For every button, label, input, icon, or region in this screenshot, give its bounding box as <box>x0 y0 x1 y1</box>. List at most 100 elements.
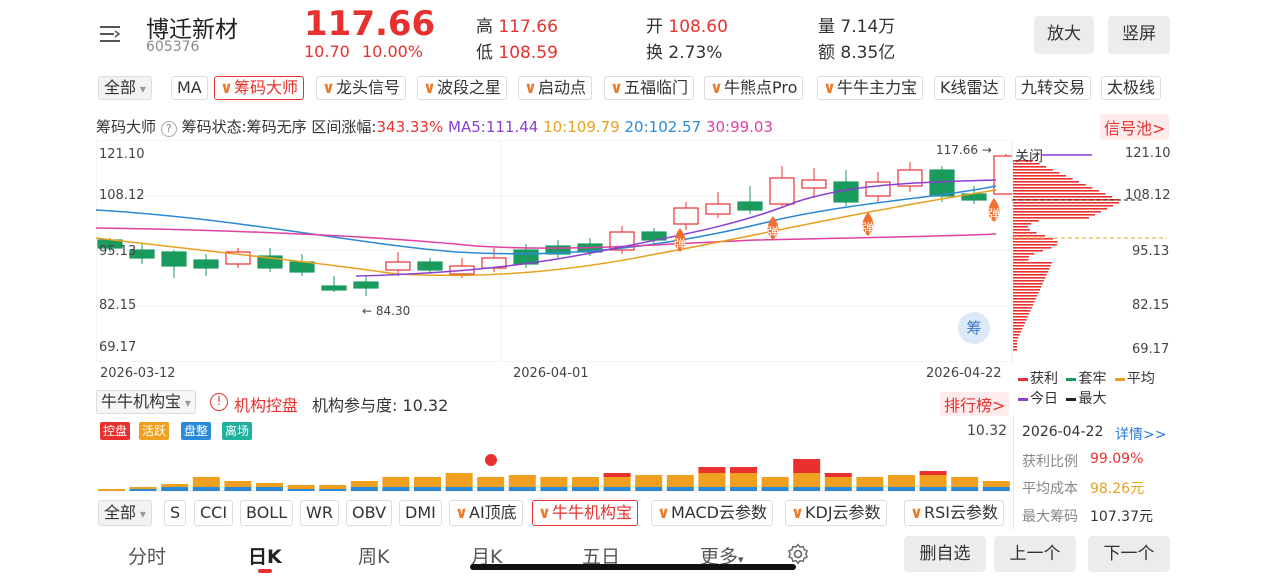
amount-value: 8.35亿 <box>840 43 896 63</box>
stock-name: 博迁新材 <box>146 17 238 43</box>
chip-badge[interactable]: 筹 <box>958 312 990 344</box>
chip-bar <box>1013 310 1031 312</box>
chip-legend-row2: 今日 最大 <box>1018 388 1106 408</box>
nav-intraday[interactable]: 分时 <box>128 546 167 568</box>
candle-body <box>417 261 443 271</box>
nav-month-k[interactable]: 月K <box>471 546 503 568</box>
institution-bar-blue <box>382 487 410 491</box>
remove-watchlist-button[interactable]: 删自选 <box>904 536 986 572</box>
institution-bar-blue <box>603 487 631 491</box>
nav-week-k[interactable]: 周K <box>358 546 390 568</box>
subtab-all[interactable]: 全部 ▾ <box>98 500 152 526</box>
chip-bar <box>1013 283 1043 285</box>
legend-max: 最大 <box>1078 391 1107 407</box>
subtab-ai-top-bottom[interactable]: ∨AI顶底 <box>449 500 523 526</box>
chip-bar <box>1013 343 1017 345</box>
tab-nine-turn[interactable]: 九转交易 <box>1015 76 1092 100</box>
institution-bar-orange <box>635 475 663 487</box>
institution-bar-orange <box>540 477 568 487</box>
institution-bar-blue <box>477 487 505 491</box>
chip-bar <box>1013 286 1042 288</box>
chip-bar <box>1013 205 1113 207</box>
tab-wave-star[interactable]: ∨波段之星 <box>417 76 508 100</box>
v-icon: ∨ <box>823 78 836 97</box>
price-change: 10.70 <box>304 42 350 61</box>
subtab-cci[interactable]: CCI <box>194 500 234 526</box>
subtab-wr[interactable]: WR <box>300 500 339 526</box>
pill-control: 控盘 <box>100 422 131 440</box>
sub-indicator-select[interactable]: 牛牛机构宝 ▾ <box>96 390 196 414</box>
chip-bar <box>1013 271 1049 273</box>
tab-taiji[interactable]: 太极线 <box>1101 76 1162 100</box>
turnover-label: 换 <box>646 43 663 63</box>
ma30-line <box>96 227 997 249</box>
signal-pool-button[interactable]: 信号池> <box>1100 114 1170 140</box>
tab-ma[interactable]: MA <box>171 76 208 100</box>
indicator-info-line: 筹码大师 ? 筹码状态:筹码无序 区间涨幅:343.33% MA5:111.44… <box>96 116 773 137</box>
candle-body <box>705 203 731 215</box>
close-chip-button[interactable]: 关闭 <box>1015 149 1043 165</box>
nav-five-day[interactable]: 五日 <box>582 546 621 568</box>
chip-bar <box>1013 262 1053 264</box>
range-value: 343.33% <box>376 118 444 136</box>
subtab-macd[interactable]: ∨MACD云参数 <box>651 500 773 526</box>
chip-bar <box>1013 214 1095 216</box>
institution-bar-blue <box>982 487 1010 491</box>
institution-bar-orange <box>982 481 1010 487</box>
institution-bar-orange <box>382 477 410 487</box>
avg-cost-label: 平均成本 <box>1022 481 1078 497</box>
high-label: 高 <box>476 17 493 37</box>
institution-bar-orange <box>919 475 947 487</box>
tab-chip-master[interactable]: ∨筹码大师 <box>214 76 305 100</box>
tab-leader-signal[interactable]: ∨龙头信号 <box>316 76 407 100</box>
nav-day-k[interactable]: 日K <box>248 546 282 568</box>
chip-bar <box>1013 325 1024 327</box>
tab-k-radar[interactable]: K线雷达 <box>934 76 1005 100</box>
ma10-line <box>96 189 997 277</box>
bounce-signal-label: 弹 <box>767 225 779 239</box>
subtab-institution[interactable]: ∨牛牛机构宝 <box>532 500 639 526</box>
bounce-signal-icon <box>862 212 874 236</box>
price-axis-5: 69.17 <box>99 340 137 355</box>
tab-main-force[interactable]: ∨牛牛主力宝 <box>817 76 924 100</box>
tab-bull-bear[interactable]: ∨牛熊点Pro <box>704 76 804 100</box>
help-icon[interactable]: ? <box>160 121 177 137</box>
tab-label: 牛熊点Pro <box>724 78 798 97</box>
ranking-button[interactable]: 排行榜> <box>940 392 1010 416</box>
candle-body <box>161 251 187 267</box>
v-icon: ∨ <box>524 78 537 97</box>
volume-quote: 量 7.14万 <box>818 12 895 37</box>
right-axis-3: 95.13 <box>1132 244 1170 259</box>
nav-more[interactable]: 更多▾ <box>700 542 744 569</box>
chip-bar <box>1013 322 1026 324</box>
prev-stock-button[interactable]: 上一个 <box>994 536 1076 572</box>
subtab-boll[interactable]: BOLL <box>240 500 294 526</box>
tab-start-point[interactable]: ∨启动点 <box>518 76 593 100</box>
stats-detail-link[interactable]: 详情>> <box>1115 427 1167 443</box>
chip-bar <box>1013 232 1037 234</box>
chip-bar <box>1013 289 1040 291</box>
kline-chart[interactable]: 弹弹 弹弹 <box>96 140 1012 362</box>
subtab-kdj[interactable]: ∨KDJ云参数 <box>785 500 887 526</box>
institution-alert-icon <box>485 454 497 466</box>
next-stock-button[interactable]: 下一个 <box>1088 536 1170 572</box>
chip-bar <box>1013 340 1017 342</box>
zoom-button[interactable]: 放大 <box>1034 16 1094 54</box>
tab-all[interactable]: 全部 <box>98 76 152 100</box>
menu-icon[interactable] <box>98 24 122 44</box>
settings-gear-icon[interactable] <box>786 542 810 566</box>
institution-bar-blue <box>698 487 726 491</box>
institution-bar-blue <box>540 487 568 491</box>
chip-bar <box>1013 175 1066 177</box>
candle-body <box>193 259 219 269</box>
tab-five-fortune[interactable]: ∨五福临门 <box>604 76 695 100</box>
subtab-obv[interactable]: OBV <box>346 500 393 526</box>
subtab-s[interactable]: S <box>164 500 187 526</box>
subtab-dmi[interactable]: DMI <box>399 500 442 526</box>
chip-bar <box>1013 166 1047 168</box>
subtab-rsi[interactable]: ∨RSI云参数 <box>904 500 1004 526</box>
institution-chart[interactable] <box>96 440 1012 492</box>
institution-bar-orange <box>414 477 441 487</box>
portrait-button[interactable]: 竖屏 <box>1108 16 1170 54</box>
legend-profit: 获利 <box>1030 371 1058 387</box>
